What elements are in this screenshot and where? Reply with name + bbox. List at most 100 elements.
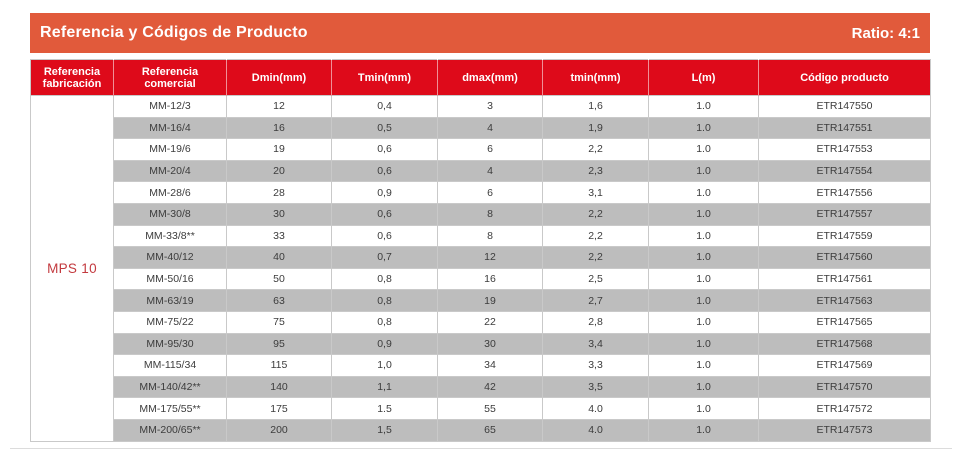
ratio-badge: Ratio: 4:1: [851, 24, 920, 42]
table-row: MM-95/30 95 0,9 30 3,4 1.0 ETR147568: [31, 332, 931, 356]
dmax-cell: 12: [437, 246, 543, 269]
codigo-producto-cell: ETR147570: [758, 375, 931, 399]
dmax-cell: 4: [437, 159, 543, 183]
dmin-cell: 19: [226, 138, 332, 161]
referencia-comercial-cell: MM-175/55**: [113, 397, 227, 420]
dmax-cell: 30: [437, 332, 543, 356]
dmax-cell: 8: [437, 202, 543, 226]
referencia-comercial-cell: MM-19/6: [113, 138, 227, 161]
length-cell: 1.0: [648, 397, 759, 420]
tmin-lower-cell: 2,2: [542, 224, 649, 248]
referencia-comercial-cell: MM-50/16: [113, 267, 227, 291]
referencia-comercial-cell: MM-33/8**: [113, 224, 227, 248]
codigo-producto-cell: ETR147557: [758, 202, 931, 226]
referencia-comercial-cell: MM-16/4: [113, 116, 227, 140]
tmin-lower-cell: 3,1: [542, 181, 649, 204]
dmin-cell: 28: [226, 181, 332, 204]
length-cell: 1.0: [648, 354, 759, 377]
length-cell: 1.0: [648, 310, 759, 334]
tmin-upper-cell: 0,7: [331, 246, 438, 269]
table-row: MM-200/65** 200 1,5 65 4.0 1.0 ETR147573: [31, 418, 931, 442]
dmin-cell: 115: [226, 354, 332, 377]
referencia-comercial-cell: MM-30/8: [113, 202, 227, 226]
table-row: MM-33/8** 33 0,6 8 2,2 1.0 ETR147559: [31, 224, 931, 248]
dmin-cell: 20: [226, 159, 332, 183]
column-header-tmin-lower: tmin(mm): [542, 59, 649, 96]
tmin-lower-cell: 3,4: [542, 332, 649, 356]
table-row: MM-40/12 40 0,7 12 2,2 1.0 ETR147560: [31, 246, 931, 269]
dmax-cell: 55: [437, 397, 543, 420]
referencia-comercial-cell: MM-63/19: [113, 289, 227, 312]
dmax-cell: 16: [437, 267, 543, 291]
column-header-codigo-producto: Código producto: [758, 59, 931, 96]
tmin-lower-cell: 2,5: [542, 267, 649, 291]
length-cell: 1.0: [648, 159, 759, 183]
length-cell: 1.0: [648, 116, 759, 140]
length-cell: 1.0: [648, 289, 759, 312]
dmax-cell: 34: [437, 354, 543, 377]
tmin-lower-cell: 3,3: [542, 354, 649, 377]
tmin-upper-cell: 0,6: [331, 138, 438, 161]
dmax-cell: 3: [437, 95, 543, 118]
length-cell: 1.0: [648, 138, 759, 161]
tmin-lower-cell: 2,3: [542, 159, 649, 183]
tmin-upper-cell: 1,5: [331, 418, 438, 442]
table-row: MM-30/8 30 0,6 8 2,2 1.0 ETR147557: [31, 202, 931, 226]
referencia-comercial-cell: MM-40/12: [113, 246, 227, 269]
codigo-producto-cell: ETR147573: [758, 418, 931, 442]
dmin-cell: 175: [226, 397, 332, 420]
codigo-producto-cell: ETR147550: [758, 95, 931, 118]
table-row: MPS 10 MM-12/3 12 0,4 3 1,6 1.0 ETR147550: [30, 95, 931, 442]
tmin-lower-cell: 3,5: [542, 375, 649, 399]
tmin-upper-cell: 0,8: [331, 289, 438, 312]
tmin-lower-cell: 1,9: [542, 116, 649, 140]
table-row: MM-50/16 50 0,8 16 2,5 1.0 ETR147561: [31, 267, 931, 291]
table-body: MPS 10 MM-12/3 12 0,4 3 1,6 1.0 ETR147550 MM-16/…: [30, 95, 931, 442]
dmin-cell: 33: [226, 224, 332, 248]
tmin-lower-cell: 1,6: [542, 95, 649, 118]
table-row: MM-63/19 63 0,8 19 2,7 1.0 ETR147563: [31, 289, 931, 312]
column-header-length: L(m): [648, 59, 759, 96]
dmin-cell: 75: [226, 310, 332, 334]
table-row: MM-115/34 115 1,0 34 3,3 1.0 ETR147569: [31, 354, 931, 377]
tmin-upper-cell: 1,0: [331, 354, 438, 377]
tmin-upper-cell: 0,6: [331, 159, 438, 183]
codigo-producto-cell: ETR147553: [758, 138, 931, 161]
table-header: Referencia fabricación Referencia comerc…: [30, 59, 931, 96]
table-row: MM-75/22 75 0,8 22 2,8 1.0 ETR147565: [31, 310, 931, 334]
tmin-upper-cell: 1.5: [331, 397, 438, 420]
length-cell: 1.0: [648, 181, 759, 204]
table-row: MM-140/42** 140 1,1 42 3,5 1.0 ETR147570: [31, 375, 931, 399]
codigo-producto-cell: ETR147556: [758, 181, 931, 204]
codigo-producto-cell: ETR147560: [758, 246, 931, 269]
column-header-dmax: dmax(mm): [437, 59, 543, 96]
table-row: MM-20/4 20 0,6 4 2,3 1.0 ETR147554: [31, 159, 931, 183]
length-cell: 1.0: [648, 224, 759, 248]
length-cell: 1.0: [648, 202, 759, 226]
tmin-lower-cell: 4.0: [542, 418, 649, 442]
tmin-lower-cell: 2,8: [542, 310, 649, 334]
length-cell: 1.0: [648, 95, 759, 118]
codigo-producto-cell: ETR147559: [758, 224, 931, 248]
tmin-lower-cell: 2,2: [542, 138, 649, 161]
tmin-lower-cell: 2,7: [542, 289, 649, 312]
table-row: MM-19/6 19 0,6 6 2,2 1.0 ETR147553: [31, 138, 931, 161]
column-header-referencia-comercial: Referencia comercial: [113, 59, 227, 96]
tmin-upper-cell: 0,9: [331, 332, 438, 356]
length-cell: 1.0: [648, 246, 759, 269]
length-cell: 1.0: [648, 332, 759, 356]
dmax-cell: 19: [437, 289, 543, 312]
product-sheet: Referencia y Códigos de Producto Ratio: …: [30, 13, 931, 442]
dmax-cell: 65: [437, 418, 543, 442]
referencia-comercial-cell: MM-20/4: [113, 159, 227, 183]
codigo-producto-cell: ETR147572: [758, 397, 931, 420]
codigo-producto-cell: ETR147568: [758, 332, 931, 356]
dmax-cell: 4: [437, 116, 543, 140]
tmin-lower-cell: 2,2: [542, 202, 649, 226]
referencia-comercial-cell: MM-95/30: [113, 332, 227, 356]
dmin-cell: 50: [226, 267, 332, 291]
codigo-producto-cell: ETR147563: [758, 289, 931, 312]
column-header-referencia-fabricacion: Referencia fabricación: [30, 59, 114, 96]
column-header-dmin: Dmin(mm): [226, 59, 332, 96]
dmax-cell: 8: [437, 224, 543, 248]
